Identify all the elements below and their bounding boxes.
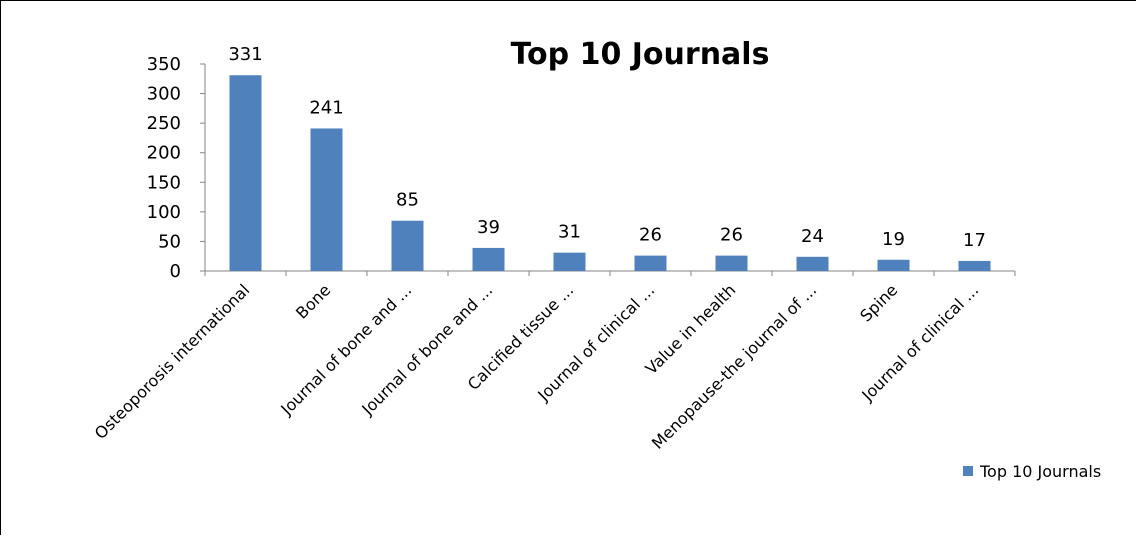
category-label: Spine <box>856 280 901 325</box>
data-label: 331 <box>228 44 262 65</box>
data-label: 31 <box>558 222 581 243</box>
category-label: Menopause-the journal of ... <box>648 280 820 452</box>
y-tick-label: 250 <box>147 113 181 134</box>
data-label: 17 <box>963 230 986 251</box>
bar <box>229 75 262 271</box>
y-tick-label: 50 <box>158 231 181 252</box>
chart-title: Top 10 Journals <box>511 37 770 72</box>
legend: Top 10 Journals <box>963 462 1101 481</box>
y-tick-label: 350 <box>147 54 181 75</box>
bar <box>553 252 586 271</box>
legend-entry-label: Top 10 Journals <box>979 462 1101 481</box>
bar <box>958 260 991 271</box>
bars-group <box>229 75 991 271</box>
category-label: Journal of bone and ... <box>357 280 496 419</box>
y-tick-label: 100 <box>147 202 181 223</box>
data-label: 241 <box>309 97 343 118</box>
bar <box>715 255 748 271</box>
data-label: 39 <box>477 217 500 238</box>
data-label: 85 <box>396 190 419 211</box>
bar <box>472 247 505 271</box>
category-label: Bone <box>292 280 334 322</box>
bar <box>634 255 667 271</box>
chart-axes: 0 50 100 150 200 250 300 350 <box>147 54 1016 282</box>
data-label: 24 <box>801 226 824 247</box>
bar <box>310 128 343 271</box>
y-tick-label: 150 <box>147 172 181 193</box>
data-label: 26 <box>639 225 662 246</box>
bar <box>877 259 910 271</box>
category-label: Journal of bone and ... <box>276 280 415 419</box>
category-label: Osteoporosis international <box>91 280 254 443</box>
data-labels-group: 331 241 85 39 31 26 26 24 19 17 <box>228 44 986 251</box>
y-tick-label: 0 <box>170 261 181 282</box>
bar <box>796 256 829 271</box>
legend-swatch <box>963 466 973 476</box>
bar <box>391 220 424 271</box>
data-label: 19 <box>882 229 905 250</box>
y-tick-label: 200 <box>147 143 181 164</box>
data-label: 26 <box>720 225 743 246</box>
y-tick-label: 300 <box>147 84 181 105</box>
